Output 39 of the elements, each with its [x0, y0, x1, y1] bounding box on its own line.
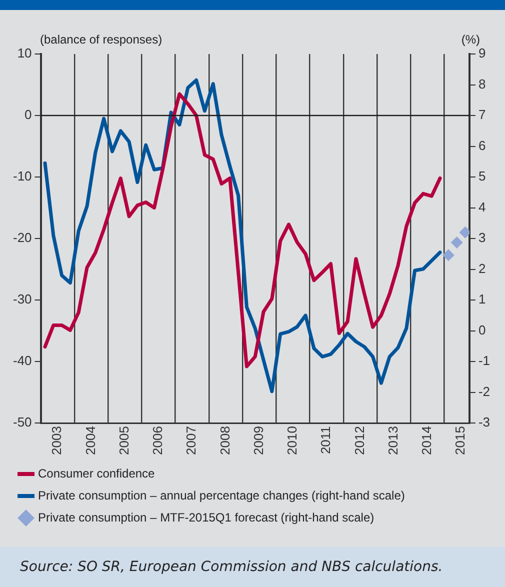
x-tick-label: 2015 [452, 426, 468, 455]
y-tick-label: -10 [12, 168, 32, 184]
legend-label: Private consumption – annual percentage changes (right-hand scale) [38, 488, 405, 502]
y2-tick-label: -2 [478, 384, 490, 399]
y2-tick-label: -1 [478, 353, 490, 368]
y2-tick-label: 6 [478, 138, 486, 153]
y2-axis-title: (%) [461, 32, 480, 46]
x-tick-label: 2004 [82, 426, 98, 455]
y2-tick-label: 3 [478, 230, 486, 246]
y2-tick-label: 9 [478, 46, 486, 61]
x-tick-label: 2007 [184, 426, 199, 455]
y-tick-label: -50 [12, 414, 32, 430]
legend-label: Private consumption – MTF-2015Q1 forecast (right-hand scale) [38, 510, 374, 524]
y-tick-label: -20 [12, 230, 32, 246]
y2-tick-label: 5 [478, 168, 486, 184]
y-tick-label: -40 [12, 353, 32, 368]
x-tick-label: 2006 [150, 426, 166, 455]
x-tick-label: 2005 [116, 426, 132, 455]
y-tick-label: 10 [17, 46, 32, 61]
x-tick-label: 2014 [418, 426, 434, 455]
x-tick-label: 2003 [49, 426, 64, 455]
x-tick-label: 2013 [385, 426, 400, 455]
y-tick-label: -30 [12, 292, 32, 307]
y2-tick-label: -3 [478, 414, 490, 430]
y2-tick-label: 8 [478, 76, 486, 92]
y2-tick-label: 2 [478, 260, 486, 276]
y2-tick-label: 1 [478, 292, 486, 307]
y-axis-title: (balance of responses) [40, 32, 162, 46]
x-tick-label: 2008 [217, 426, 232, 455]
x-tick-label: 2009 [250, 426, 266, 455]
x-tick-label: 2011 [318, 426, 334, 454]
y-tick-label: 0 [24, 107, 32, 122]
y2-tick-label: 7 [478, 107, 486, 122]
x-tick-label: 2012 [352, 426, 367, 455]
x-tick-label: 2010 [284, 426, 300, 455]
y2-tick-label: 4 [478, 199, 486, 214]
source-note: Source: SO SR, European Commission and NBS calculations. [20, 559, 443, 575]
legend-label: Consumer confidence [38, 466, 156, 480]
y2-tick-label: 0 [478, 322, 486, 338]
